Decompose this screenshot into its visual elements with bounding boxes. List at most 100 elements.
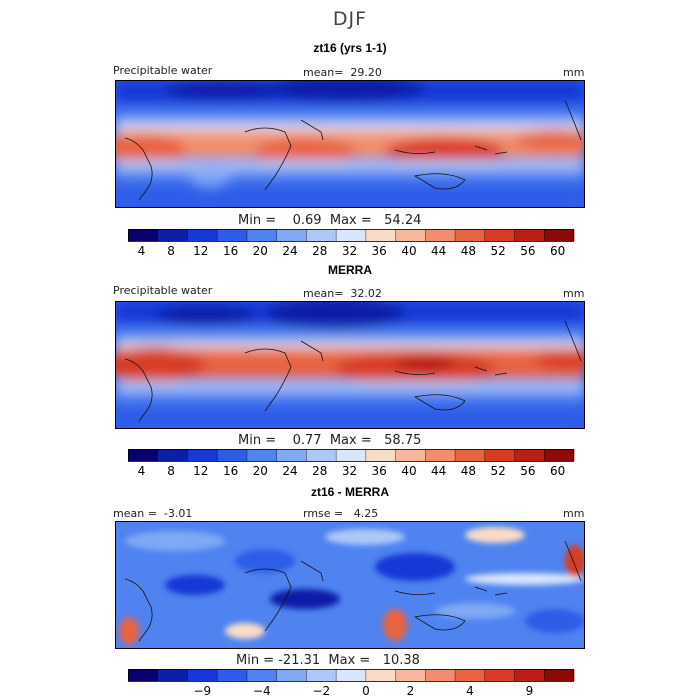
panel-2-variable-label: Precipitable water	[113, 284, 213, 297]
colorbar-swatch	[514, 669, 545, 681]
colorbar-tick-label: 60	[550, 244, 565, 258]
colorbar-swatch	[395, 669, 426, 681]
colorbar-tick-label: 4	[138, 244, 146, 258]
colorbar-swatch	[425, 449, 456, 461]
panel-1-mean-label: mean=	[303, 66, 344, 79]
colorbar-swatch	[336, 449, 367, 461]
panel-3-coastlines	[124, 540, 582, 642]
panel-1-max-value: 54.24	[384, 213, 422, 228]
panel-1-minmax: Min = 0.69 Max = 54.24	[238, 213, 421, 228]
colorbar-swatch	[395, 229, 426, 241]
colorbar-tick-label: 0	[362, 684, 370, 698]
panel-3-minmax: Min = -21.31 Max = 10.38	[236, 653, 420, 668]
panel-3-frame	[115, 521, 585, 649]
colorbar-swatch	[425, 669, 456, 681]
colorbar-swatch	[187, 669, 218, 681]
colorbar-tick-label: 4	[138, 464, 146, 478]
colorbar-tick-label: 20	[253, 244, 268, 258]
colorbar-tick-label: 32	[342, 244, 357, 258]
panel-3-max-value: 10.38	[382, 653, 420, 668]
panel-2-units: mm	[563, 287, 585, 300]
panel-3-mean: mean = -3.01	[113, 507, 192, 520]
colorbar-tick-label: 40	[401, 464, 416, 478]
panel-3-mean-label: mean =	[113, 507, 157, 520]
colorbar-swatch	[425, 229, 456, 241]
colorbar-tick-label: 36	[372, 464, 387, 478]
panel-2-frame	[115, 301, 585, 429]
colorbar-tick-label: 56	[520, 244, 535, 258]
colorbar-swatch	[187, 229, 218, 241]
colorbar-swatch	[157, 449, 188, 461]
panel-1-units: mm	[563, 66, 585, 79]
colorbar-swatch	[306, 449, 337, 461]
colorbar-swatch	[246, 229, 277, 241]
colorbar-swatch	[365, 669, 396, 681]
colorbar-tick-label: 28	[312, 464, 327, 478]
panel-1-coastlines	[124, 99, 582, 201]
colorbar-tick-label: 36	[372, 244, 387, 258]
colorbar-swatch	[217, 449, 248, 461]
panel-1-min-value: 0.69	[292, 213, 322, 228]
colorbar-swatch	[157, 229, 188, 241]
panel-2-mean: mean= 32.02	[303, 287, 382, 300]
colorbar-swatch	[544, 669, 575, 681]
colorbar-swatch	[217, 229, 248, 241]
panel-1-map	[115, 80, 585, 208]
colorbar-tick-label: 12	[193, 464, 208, 478]
panel-3-rmse-value: 4.25	[353, 507, 379, 520]
panel-2-map	[115, 301, 585, 429]
colorbar-swatch	[276, 669, 307, 681]
colorbar-swatch	[484, 669, 515, 681]
colorbar-tick-label: 24	[282, 244, 297, 258]
colorbar-tick-label: 44	[431, 464, 446, 478]
colorbar-swatch	[276, 229, 307, 241]
colorbar-swatch	[484, 229, 515, 241]
panel-3-rmse-label: rmse =	[303, 507, 344, 520]
colorbar-tick-label: 44	[431, 244, 446, 258]
colorbar-tick-label: 28	[312, 244, 327, 258]
colorbar-swatch	[514, 449, 545, 461]
colorbar-swatch	[365, 229, 396, 241]
panel-2-coastlines	[124, 320, 582, 422]
colorbar-tick-label: −4	[253, 684, 271, 698]
colorbar-swatch	[276, 449, 307, 461]
colorbar-tick-label: 48	[461, 244, 476, 258]
colorbar-swatch	[544, 229, 575, 241]
panel-1-mean-value: 29.20	[350, 66, 382, 79]
colorbar-swatch	[246, 449, 277, 461]
colorbar-frame	[128, 449, 574, 462]
panel-3-title: zt16 - MERRA	[310, 485, 389, 499]
panel-2-min-value: 0.77	[292, 433, 322, 448]
colorbar-swatch	[306, 229, 337, 241]
panel-2-mean-value: 32.02	[350, 287, 382, 300]
colorbar-swatch	[455, 449, 486, 461]
panel-1-min-label: Min =	[238, 213, 277, 228]
colorbar-tick-label: 8	[167, 464, 175, 478]
colorbar-swatch	[217, 669, 248, 681]
panel-2-min-label: Min =	[238, 433, 277, 448]
panel-2-minmax: Min = 0.77 Max = 58.75	[238, 433, 421, 448]
colorbar-swatch	[336, 229, 367, 241]
colorbar-tick-label: 16	[223, 464, 238, 478]
panel-3-rmse: rmse = 4.25	[303, 507, 378, 520]
colorbar-tick-label: 56	[520, 464, 535, 478]
colorbar-swatch	[514, 229, 545, 241]
colorbar-tick-label: 2	[407, 684, 415, 698]
colorbar-tick-label: 32	[342, 464, 357, 478]
colorbar-frame	[128, 669, 574, 682]
colorbar-swatch	[128, 669, 159, 681]
colorbar-swatch	[157, 669, 188, 681]
colorbar-swatch	[544, 449, 575, 461]
panel-1-frame	[115, 80, 585, 208]
colorbar-swatch	[246, 669, 277, 681]
colorbar-swatch	[365, 449, 396, 461]
panel-1-colorbar: 4 8 12 16 20 24 28 32 36 40 44 48 52 56 60	[128, 229, 575, 258]
panel-3-max-label: Max =	[328, 653, 371, 668]
panel-2-mean-label: mean=	[303, 287, 344, 300]
panel-3-units: mm	[563, 507, 585, 520]
colorbar-tick-label: 52	[491, 244, 506, 258]
colorbar-tick-label: 4	[466, 684, 474, 698]
colorbar-tick-label: 40	[401, 244, 416, 258]
panel-1-variable-label: Precipitable water	[113, 64, 213, 77]
colorbar-swatch	[455, 669, 486, 681]
